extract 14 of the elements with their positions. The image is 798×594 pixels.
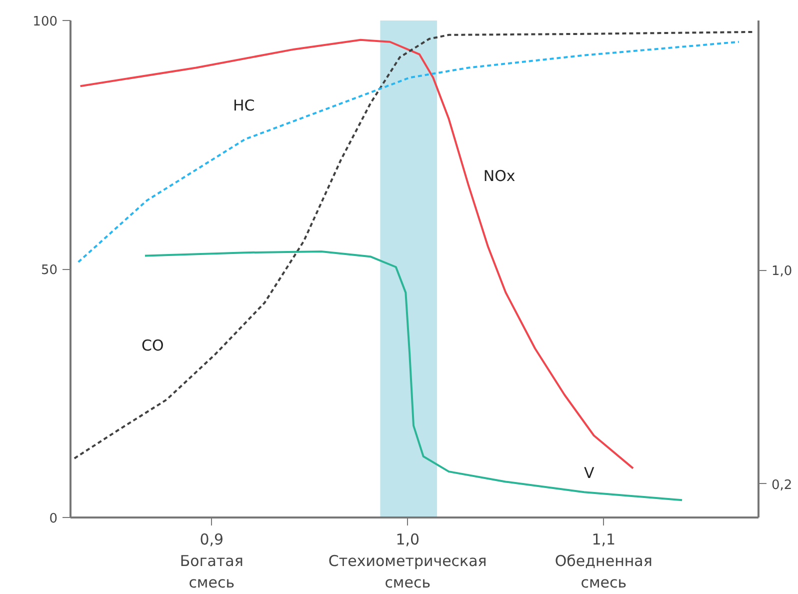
y-tick-label: 0 [49, 512, 58, 526]
series-label: NOx [483, 167, 516, 186]
x-tick-label: 0,9 Богатая смесь [180, 530, 244, 592]
x-tick-label: 1,1 Обедненная смесь [554, 530, 652, 592]
y-tick-label: 50 [40, 263, 58, 278]
line-series [144, 250, 684, 502]
y2-tick-label: 1,0 [772, 264, 792, 280]
y2-tick-label: 0,2 [772, 478, 792, 493]
y-tick-label: 100 [32, 14, 58, 30]
series-label: V [584, 464, 596, 482]
x-tick-label: 1,0 Стехиометрическая смесь [328, 530, 487, 592]
series-label: HC [232, 96, 255, 114]
text: CO [142, 336, 164, 355]
line-series [77, 40, 740, 264]
